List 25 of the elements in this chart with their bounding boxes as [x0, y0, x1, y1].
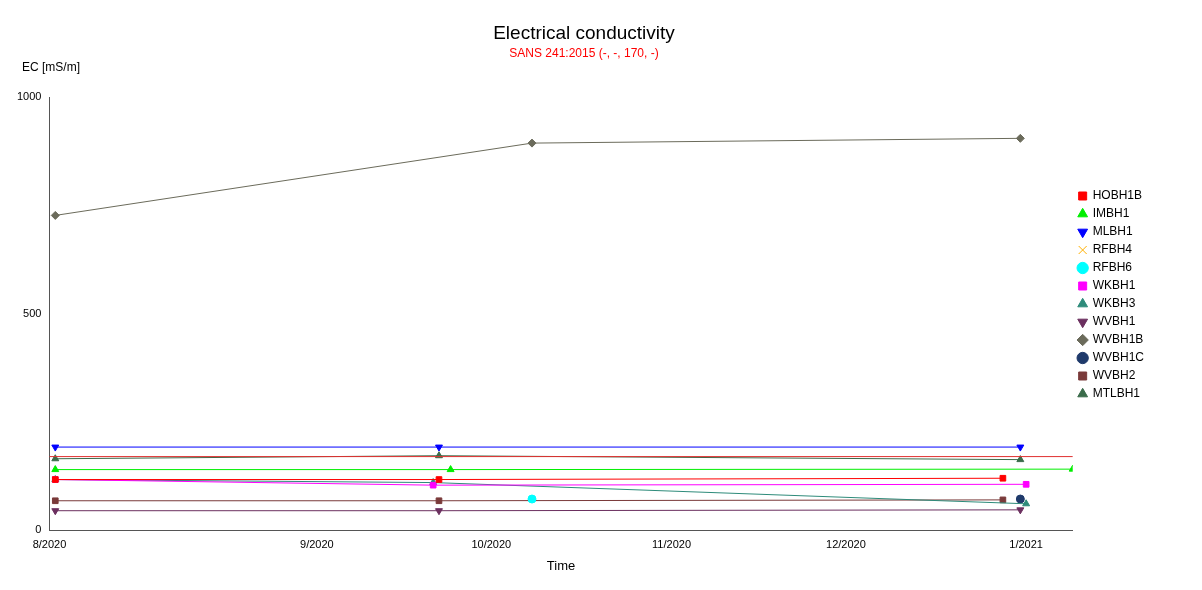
legend-label: WVBH2 [1092, 368, 1136, 383]
legend-label: WVBH1 [1092, 314, 1136, 329]
legend-label: WVBH1C [1092, 350, 1145, 365]
chart-title: Electrical conductivity [493, 21, 676, 43]
y-tick-label: 1000 [16, 90, 42, 103]
x-tick-label: 1/2021 [1009, 537, 1043, 550]
legend-label: IMBH1 [1092, 206, 1130, 221]
x-tick-label: 11/2020 [652, 537, 691, 550]
legend-label: MTLBH1 [1092, 386, 1141, 401]
legend-label: MLBH1 [1092, 224, 1133, 239]
chart-subtitle: SANS 241:2015 (-, -, 170, -) [509, 46, 659, 61]
legend-label: WKBH3 [1092, 296, 1136, 311]
legend-label: RFBH4 [1092, 242, 1133, 257]
x-axis-title: Time [546, 557, 576, 573]
y-tick-label: 500 [23, 306, 42, 319]
legend-label: RFBH6 [1092, 260, 1133, 275]
y-tick-label: 0 [35, 523, 42, 536]
x-tick-label: 12/2020 [826, 537, 866, 550]
y-axis-title: EC [mS/m] [22, 60, 81, 75]
legend-label: HOBH1B [1092, 188, 1143, 203]
legend-label: WKBH1 [1092, 278, 1136, 293]
x-tick-label: 9/2020 [300, 537, 334, 550]
legend-label: WVBH1B [1092, 332, 1144, 347]
x-tick-label: 8/2020 [32, 537, 67, 550]
x-tick-label: 10/2020 [471, 537, 512, 550]
